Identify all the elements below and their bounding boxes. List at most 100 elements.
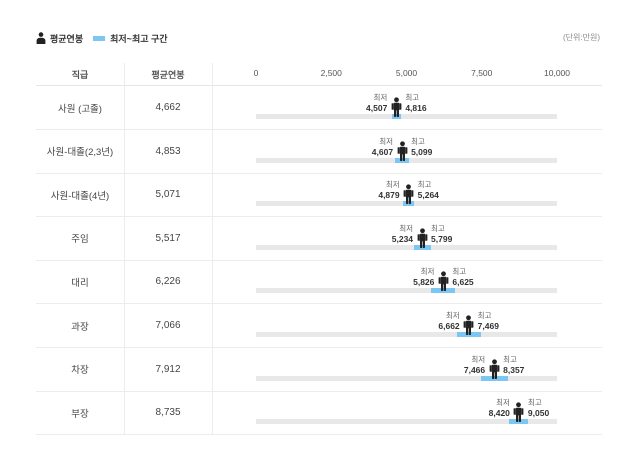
min-value: 6,662 bbox=[438, 321, 460, 331]
x-tick-label: 0 bbox=[253, 68, 259, 78]
max-caption: 최고 bbox=[503, 354, 517, 364]
max-value: 5,099 bbox=[411, 146, 433, 157]
max-value: 6,625 bbox=[452, 277, 474, 288]
avg-salary-value: 4,853 bbox=[155, 145, 181, 157]
min-caption: 최저 bbox=[379, 136, 394, 146]
max-caption: 최고 bbox=[477, 311, 492, 320]
range-track bbox=[256, 114, 557, 119]
avg-marker-person-icon bbox=[463, 315, 474, 335]
position-label: 사원-대졸(4년) bbox=[50, 190, 110, 202]
range-track bbox=[256, 375, 557, 381]
table-row: 사원-대졸(2,3년) 4,853 최저 4,607 최고 5,099 bbox=[36, 130, 602, 174]
position-label: 주임 bbox=[71, 234, 89, 246]
column-divider bbox=[124, 63, 125, 435]
table-header: 직급 평균연봉 0 2,500 5,000 7,500 10,000 bbox=[36, 63, 602, 86]
min-label: 최저 5,826 bbox=[413, 267, 434, 287]
min-label: 최저 5,234 bbox=[392, 224, 413, 244]
range-bar bbox=[413, 244, 431, 250]
max-caption: 최고 bbox=[405, 93, 420, 102]
x-tick-label: 5,000 bbox=[395, 68, 418, 78]
table-row: 과장 7,066 최저 6,662 최고 7,469 bbox=[36, 304, 602, 348]
max-value: 9,050 bbox=[527, 408, 550, 419]
position-label: 차장 bbox=[71, 365, 89, 377]
min-value: 7,466 bbox=[463, 364, 486, 375]
max-label: 최고 7,469 bbox=[478, 311, 499, 331]
avg-salary-value: 5,071 bbox=[155, 189, 181, 201]
min-label: 최저 4,879 bbox=[378, 180, 399, 200]
max-label: 최고 8,357 bbox=[503, 355, 524, 375]
min-label: 최저 6,662 bbox=[438, 311, 459, 331]
min-value: 5,234 bbox=[391, 233, 414, 244]
range-track bbox=[256, 419, 557, 425]
range-bar bbox=[402, 201, 415, 207]
legend-range-swatch bbox=[93, 35, 106, 41]
min-label: 최저 8,420 bbox=[489, 398, 510, 418]
unit-label: (단위:만원) bbox=[563, 33, 600, 42]
avg-marker-person-icon bbox=[438, 271, 449, 292]
avg-salary-value: 6,226 bbox=[155, 276, 181, 288]
min-value: 8,420 bbox=[488, 408, 510, 419]
table-row: 사원-대졸(4년) 5,071 최저 4,879 최고 5,264 bbox=[36, 173, 602, 218]
x-tick-label: 10,000 bbox=[544, 68, 570, 78]
position-label: 과장 bbox=[71, 321, 89, 333]
position-label: 사원 (고졸) bbox=[58, 103, 102, 115]
min-caption: 최저 bbox=[399, 223, 414, 233]
min-label: 최저 7,466 bbox=[464, 355, 485, 375]
min-value: 4,607 bbox=[371, 146, 394, 157]
range-bar bbox=[456, 332, 481, 337]
min-value: 5,826 bbox=[413, 277, 435, 288]
max-label: 최고 4,816 bbox=[405, 93, 426, 113]
header-position: 직급 bbox=[71, 70, 89, 80]
max-caption: 최고 bbox=[411, 136, 425, 146]
x-tick-label: 7,500 bbox=[471, 68, 493, 78]
table-row: 부장 8,735 최저 8,420 최고 9,050 bbox=[36, 391, 602, 436]
position-label: 대리 bbox=[71, 277, 89, 289]
position-label: 부장 bbox=[71, 408, 89, 420]
x-tick-label: 2,500 bbox=[320, 68, 342, 78]
person-icon bbox=[36, 32, 46, 44]
max-label: 최고 5,799 bbox=[431, 224, 452, 244]
range-track bbox=[256, 332, 557, 337]
table-row: 주임 5,517 최저 5,234 최고 5,799 bbox=[36, 217, 602, 261]
avg-salary-value: 7,066 bbox=[155, 320, 181, 331]
table-row: 사원 (고졸) 4,662 최저 4,507 최고 4,816 bbox=[36, 86, 602, 130]
min-caption: 최저 bbox=[496, 398, 510, 408]
min-label: 최저 4,507 bbox=[366, 93, 387, 113]
avg-salary-value: 8,735 bbox=[155, 407, 181, 419]
header-avg: 평균연봉 bbox=[151, 70, 185, 80]
legend: 평균연봉 최저~최고 구간 bbox=[36, 30, 168, 46]
avg-marker-person-icon bbox=[489, 358, 500, 379]
min-caption: 최저 bbox=[445, 311, 460, 320]
avg-marker-person-icon bbox=[417, 228, 427, 248]
max-value: 7,469 bbox=[477, 321, 499, 331]
max-caption: 최고 bbox=[452, 267, 467, 277]
min-label: 최저 4,607 bbox=[372, 137, 393, 157]
avg-marker-person-icon bbox=[403, 184, 414, 205]
max-value: 5,264 bbox=[417, 190, 439, 201]
max-caption: 최고 bbox=[417, 180, 432, 190]
min-caption: 최저 bbox=[471, 354, 486, 364]
min-caption: 최저 bbox=[420, 267, 435, 277]
min-value: 4,507 bbox=[366, 103, 388, 113]
range-bar bbox=[431, 288, 456, 294]
range-bar bbox=[391, 114, 401, 119]
max-caption: 최고 bbox=[431, 223, 445, 233]
column-divider bbox=[212, 63, 213, 435]
max-value: 5,799 bbox=[431, 233, 453, 244]
max-label: 최고 9,050 bbox=[528, 398, 549, 418]
max-label: 최고 5,264 bbox=[418, 180, 439, 200]
table-row: 차장 7,912 최저 7,466 최고 8,357 bbox=[36, 348, 602, 392]
legend-range-label: 최저~최고 구간 bbox=[110, 33, 168, 44]
avg-salary-value: 4,662 bbox=[155, 102, 181, 113]
position-label: 사원-대졸(2,3년) bbox=[46, 147, 114, 159]
range-bar bbox=[394, 157, 410, 163]
avg-salary-value: 5,517 bbox=[155, 232, 181, 244]
max-caption: 최고 bbox=[527, 398, 542, 408]
range-bar bbox=[480, 375, 508, 381]
legend-avg-label: 평균연봉 bbox=[50, 33, 84, 44]
max-label: 최고 6,625 bbox=[452, 267, 473, 287]
table-row: 대리 6,226 최저 5,826 최고 6,625 bbox=[36, 260, 602, 305]
min-caption: 최저 bbox=[385, 180, 400, 190]
max-label: 최고 5,099 bbox=[411, 137, 432, 157]
avg-marker-person-icon bbox=[391, 97, 402, 117]
